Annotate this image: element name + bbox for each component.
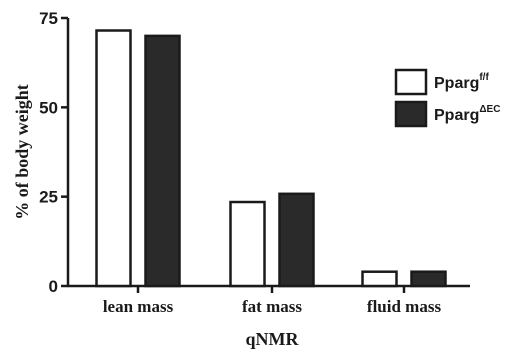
- bar-dec-fat-mass: [278, 192, 315, 288]
- x-category-label: lean mass: [103, 297, 174, 316]
- y-ticks: 0 25 50 75: [39, 9, 68, 296]
- bar-dec-fluid-mass: [410, 270, 447, 288]
- legend-label: PpargΔEC: [434, 104, 500, 124]
- bar-ff-fluid-mass: [361, 270, 398, 288]
- x-categories: lean mass fat mass fluid mass: [103, 286, 442, 316]
- bar-dec-lean-mass: [144, 34, 181, 288]
- legend-label-superscript: f/f: [479, 72, 489, 83]
- bars: [95, 29, 447, 288]
- y-tick-label: 25: [39, 188, 58, 207]
- y-tick-label: 75: [39, 9, 58, 28]
- x-category-label: fat mass: [242, 297, 302, 316]
- bar-ff-fat-mass: [229, 200, 266, 288]
- y-axis-title: % of body weight: [12, 84, 32, 220]
- x-axis-title: qNMR: [246, 329, 300, 349]
- legend-label-superscript: ΔEC: [479, 104, 500, 115]
- y-tick-label: 0: [49, 277, 58, 296]
- legend-swatch: [394, 100, 428, 128]
- x-category-label: fluid mass: [367, 297, 442, 316]
- y-tick-label: 50: [39, 98, 58, 117]
- legend: Ppargf/f PpargΔEC: [394, 68, 500, 128]
- legend-swatch: [394, 68, 428, 96]
- bar-ff-lean-mass: [95, 29, 132, 288]
- legend-label: Ppargf/f: [434, 72, 489, 92]
